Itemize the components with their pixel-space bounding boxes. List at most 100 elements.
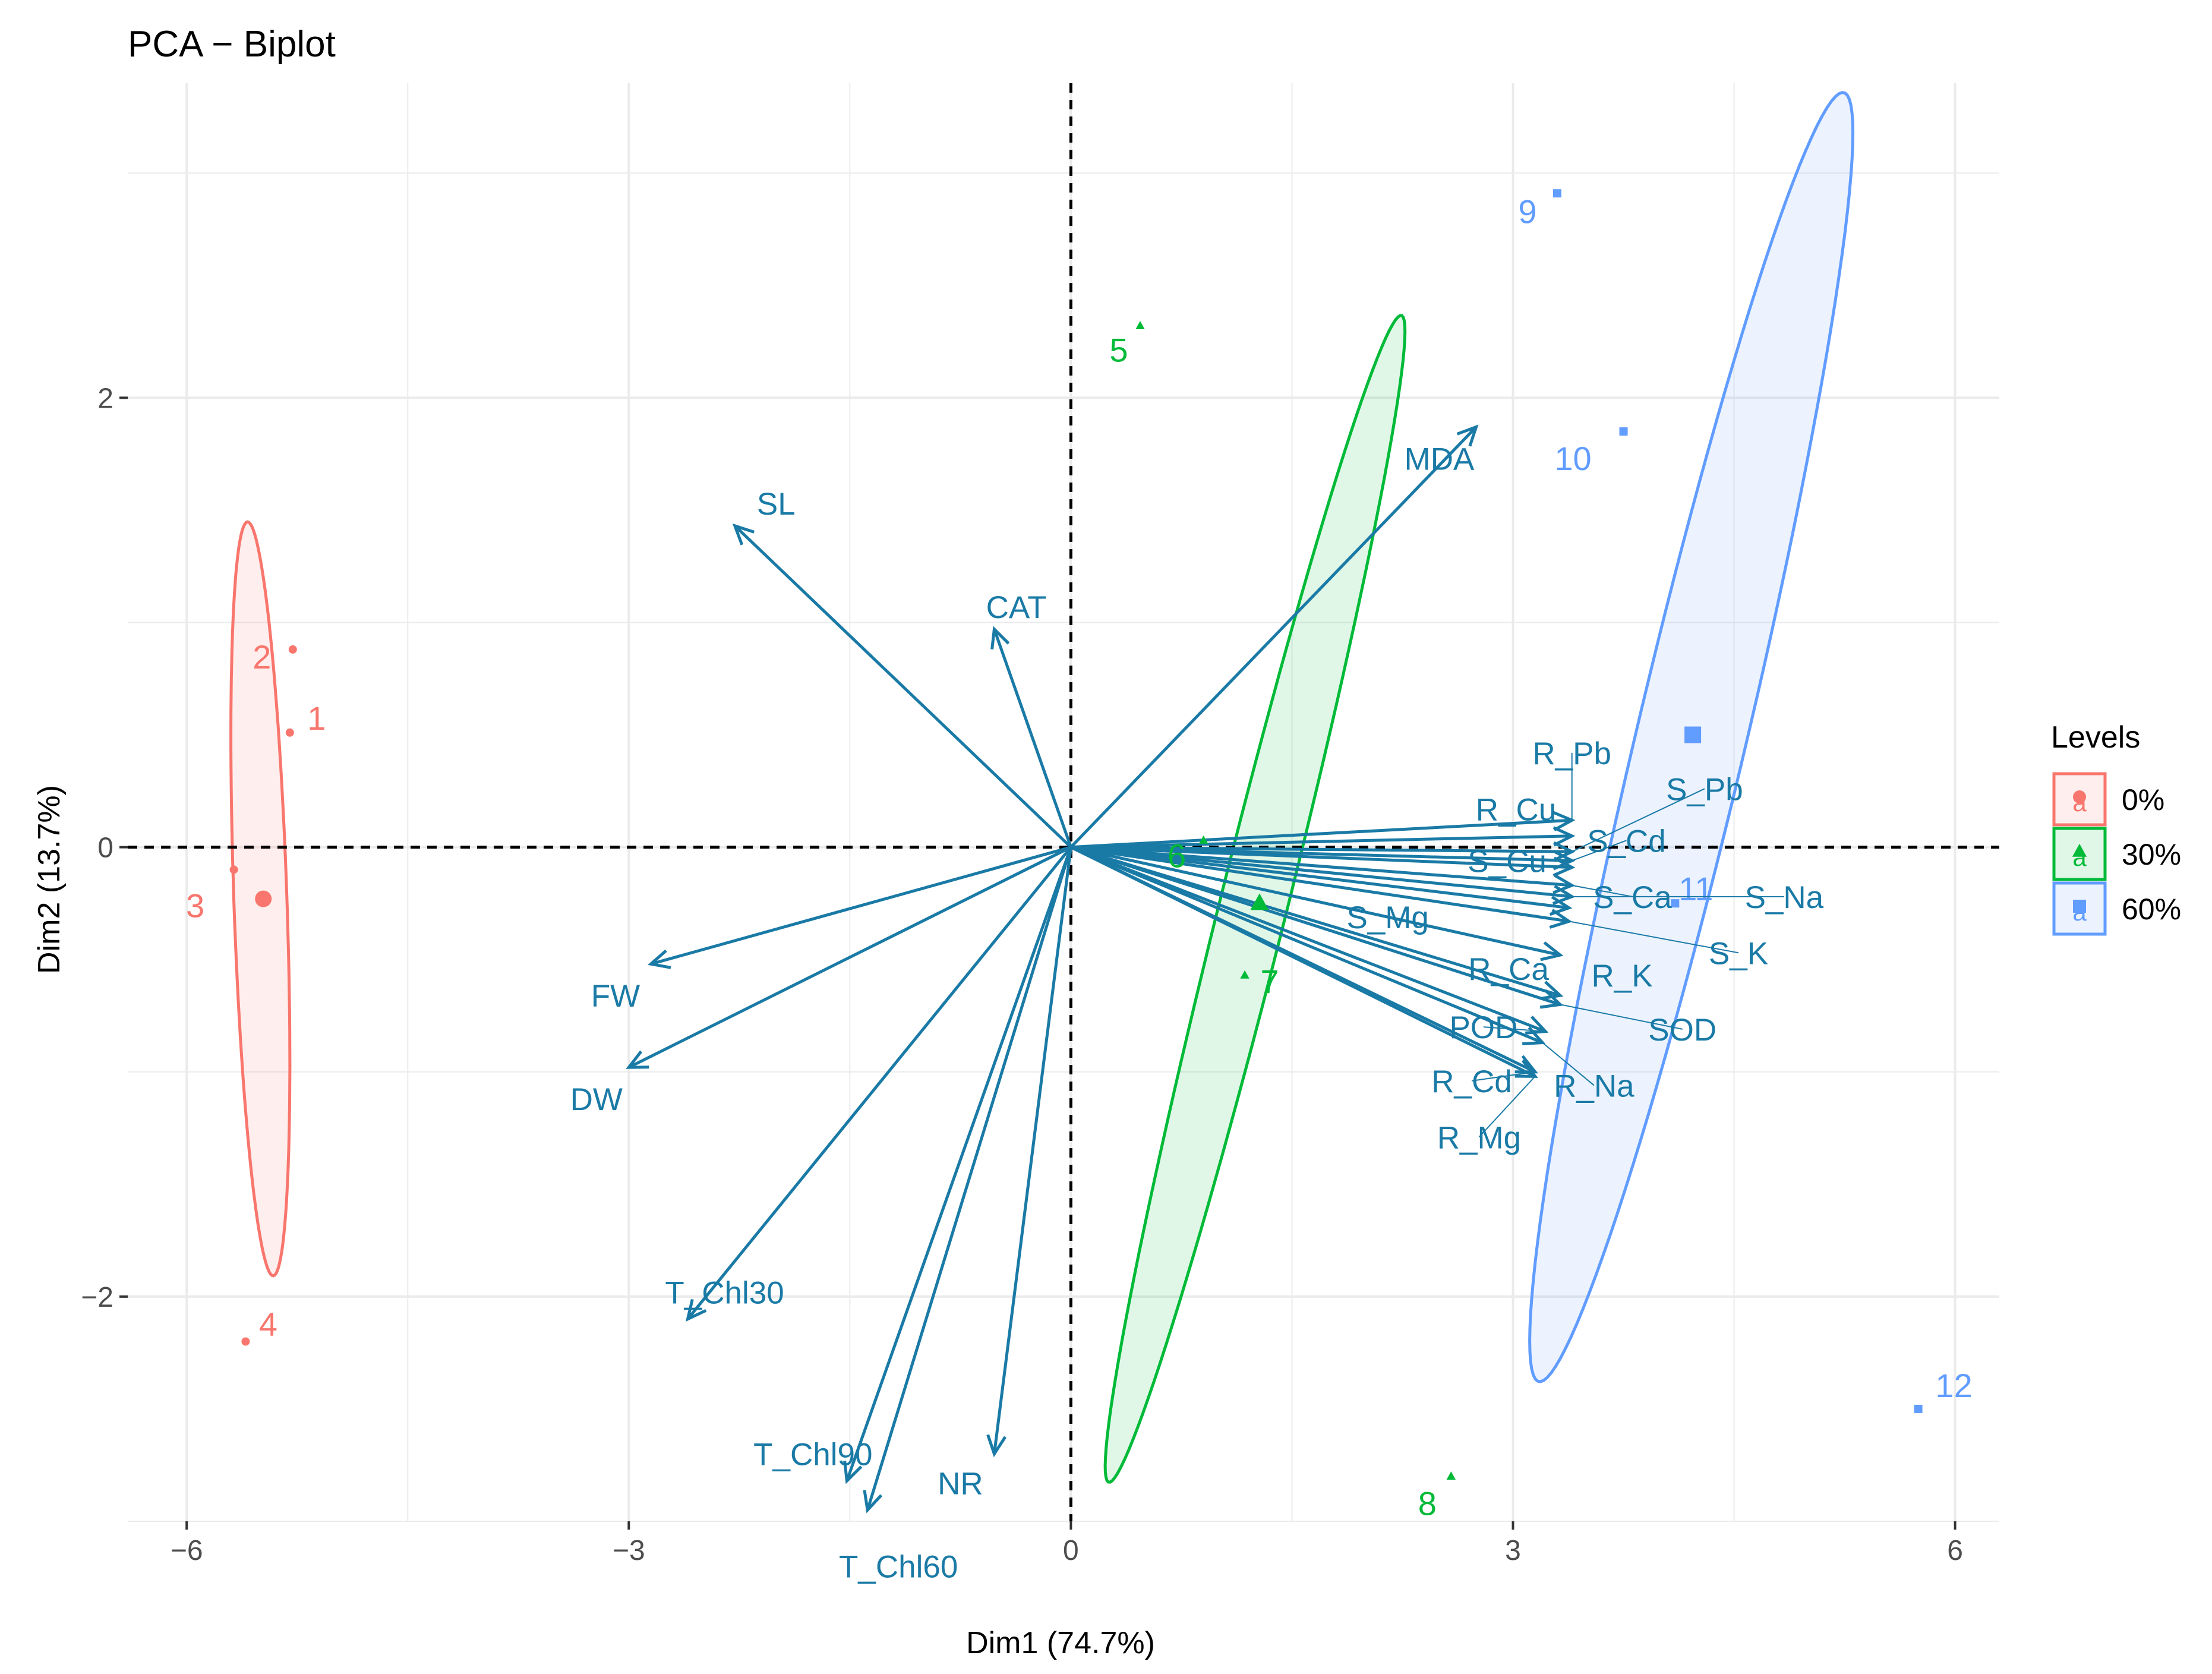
variable-label: T_Chl90	[753, 1437, 872, 1473]
arrow-T_Chl30	[686, 846, 1072, 1320]
arrow-CAT	[993, 629, 1072, 848]
arrowhead-R_Mg	[1514, 1059, 1538, 1078]
label-leader	[1478, 1076, 1536, 1138]
x-tick-label: −3	[613, 1535, 645, 1566]
arrow-S_Na	[1071, 846, 1572, 899]
legend-label: 0%	[2122, 783, 2164, 816]
label-leader	[1560, 1004, 1683, 1030]
variable-label: CAT	[986, 590, 1047, 625]
arrow-R_Cu	[1071, 834, 1572, 849]
arrow-R_Mg	[1070, 846, 1536, 1078]
arrow-SL	[734, 525, 1072, 849]
point-label: 12	[1935, 1367, 1972, 1404]
legend-key-letter: a	[2072, 843, 2087, 871]
legend-title: Levels	[2051, 720, 2140, 755]
point-label: 11	[1678, 870, 1713, 907]
arrowhead-R_Ca	[1540, 941, 1564, 961]
arrow-R_Na	[1070, 846, 1544, 1044]
label-leader	[1569, 920, 1739, 954]
variable-label: R_Cu	[1476, 792, 1557, 827]
arrow-MDA	[1069, 425, 1478, 849]
point-label: 9	[1518, 193, 1536, 230]
arrow-FW	[650, 846, 1072, 966]
label-leader	[1572, 840, 1627, 862]
arrowhead-MDA	[1456, 424, 1479, 447]
legend-symbol-sixty	[2073, 900, 2086, 913]
point-label: 7	[1261, 963, 1279, 1000]
point-label: 4	[259, 1306, 277, 1343]
variable-label: S_Cu	[1468, 844, 1547, 879]
label-leader	[1572, 788, 1705, 853]
point-label: 8	[1418, 1484, 1437, 1522]
variable-label: T_Chl60	[839, 1550, 958, 1585]
variable-label: S_Ca	[1593, 880, 1672, 915]
arrow-SOD	[1070, 846, 1561, 1006]
variable-label: POD	[1449, 1010, 1517, 1045]
variable-label: MDA	[1405, 442, 1475, 477]
variable-label: NR	[938, 1467, 983, 1502]
arrowhead-CAT	[990, 626, 1010, 650]
label-leader	[1483, 1026, 1546, 1032]
variable-labels: SL CAT MDA FW DW T_Chl30 T_Chl90 T_Chl60 NR R_Pb R…	[570, 442, 1824, 1584]
y-tick-label: 2	[97, 383, 113, 414]
axis-ticks: −6 −3 0 3 6 −2 0 2	[81, 383, 1963, 1566]
arrow-S_K	[1071, 846, 1570, 923]
x-tick-label: 0	[1063, 1535, 1079, 1566]
point-6	[1198, 835, 1208, 844]
label-leader	[1542, 1042, 1595, 1086]
zero-reference-lines	[128, 83, 1999, 1521]
point-10	[1619, 427, 1628, 436]
arrowhead-T_Chl60	[863, 1490, 883, 1514]
point-label: 1	[307, 699, 326, 737]
point-3	[229, 865, 238, 874]
centroid-zero	[255, 890, 272, 907]
arrowhead-S_Cu	[1552, 856, 1576, 877]
y-tick-label: −2	[81, 1282, 113, 1313]
arrowhead-R_K	[1539, 981, 1564, 1000]
legend-label: 60%	[2122, 893, 2181, 926]
arrowhead-NR	[986, 1434, 1007, 1458]
x-tick-label: −6	[171, 1535, 203, 1566]
legend-label: 30%	[2122, 838, 2181, 871]
variable-label: T_Chl30	[665, 1275, 784, 1310]
variable-label: S_Na	[1745, 880, 1824, 915]
variable-arrows	[626, 424, 1576, 1514]
point-8	[1446, 1471, 1456, 1480]
arrowhead-R_Na	[1522, 1026, 1546, 1046]
point-label: 6	[1167, 837, 1186, 874]
point-label: 2	[253, 638, 271, 676]
chart-title: PCA − Biplot	[128, 24, 336, 65]
legend-symbol-thirty	[2072, 843, 2087, 857]
point-9	[1552, 189, 1561, 198]
arrow-DW	[628, 846, 1072, 1069]
variable-label: S_K	[1709, 936, 1768, 971]
variable-label: R_Mg	[1437, 1120, 1521, 1155]
legend-key-letter: a	[2072, 898, 2087, 926]
arrowhead-SL	[732, 523, 755, 546]
variable-label: FW	[591, 979, 640, 1014]
variable-label: S_Mg	[1346, 900, 1428, 935]
legend: Levels a 0% a 30% a 60%	[2051, 720, 2181, 936]
variable-label: R_Pb	[1532, 736, 1611, 771]
point-12	[1914, 1404, 1923, 1413]
legend-symbol-zero	[2073, 790, 2086, 803]
arrow-S_Mg	[1071, 846, 1570, 910]
confidence-ellipses	[229, 91, 1855, 1484]
ellipse-thirty	[1103, 314, 1407, 1484]
y-tick-label: 0	[97, 833, 113, 864]
variable-label: S_Cd	[1587, 824, 1666, 859]
x-axis-label: Dim1 (74.7%)	[966, 1626, 1155, 1660]
point-2	[288, 645, 297, 654]
arrow-NR	[992, 847, 1072, 1454]
point-1	[285, 728, 294, 737]
centroid-thirty	[1250, 893, 1269, 910]
variable-label: SL	[757, 487, 796, 522]
point-7	[1240, 970, 1249, 979]
point-4	[241, 1337, 250, 1346]
arrowhead-DW	[626, 1050, 649, 1069]
arrow-S_Ca	[1071, 846, 1572, 887]
arrow-R_Ca	[1070, 846, 1561, 957]
arrowhead-R_Cu	[1552, 826, 1576, 847]
